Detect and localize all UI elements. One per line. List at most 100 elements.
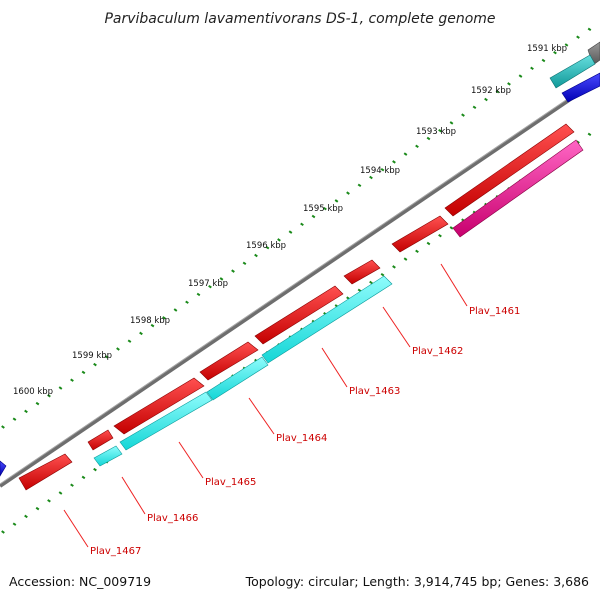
gc-skew-dot	[449, 226, 454, 230]
tick-label: 1592 kbp	[471, 86, 511, 96]
gc-skew-dot	[484, 97, 488, 102]
tick-label: 1595 kbp	[303, 204, 343, 214]
gc-skew-dot	[47, 499, 51, 503]
gc-skew-dot	[265, 245, 270, 250]
gc-skew-dot	[288, 230, 293, 234]
gc-skew-dot	[231, 269, 235, 273]
reverse-strand-track	[0, 54, 600, 477]
map-title: Parvibaculum lavamentivorans DS-1, compl…	[104, 11, 495, 27]
tick-label: 1600 kbp	[13, 387, 53, 397]
gc-skew-dot	[196, 292, 201, 297]
gene-feature-plav-1464	[199, 341, 259, 381]
gene-feature-plav-1462	[343, 259, 381, 285]
gene-labels: Plav_1461 Plav_1462 Plav_1463 Plav_1464 …	[90, 306, 520, 557]
gc-skew-dot	[47, 394, 51, 398]
leader-line	[248, 397, 275, 435]
gc-skew-dot	[35, 506, 40, 511]
gc-skew-dot	[12, 522, 17, 526]
gc-skew-dot	[334, 199, 339, 203]
gc-skew-dot	[24, 514, 28, 519]
gc-skew-dot	[254, 253, 258, 258]
forward-strand-track	[18, 123, 575, 491]
gc-skew-dot	[369, 175, 373, 180]
gc-skew-dot	[208, 284, 212, 289]
gc-skew-dot	[357, 183, 362, 188]
gene-label[interactable]: Plav_1465	[205, 477, 256, 488]
gc-skew-dot	[438, 128, 442, 133]
gc-skew-dot	[415, 249, 419, 254]
gc-skew-dot	[587, 27, 592, 32]
gc-skew-dot	[242, 261, 247, 266]
leader-line	[121, 476, 146, 515]
gc-skew-dot	[369, 280, 373, 285]
gc-skew-dot	[530, 66, 534, 71]
gc-skew-dot	[346, 191, 350, 195]
gc-skew-dot	[357, 288, 362, 293]
gene-label[interactable]: Plav_1463	[349, 386, 400, 397]
gene-label-leaders	[63, 263, 468, 548]
gene-feature-cyan-4	[261, 275, 393, 364]
gc-skew-dot	[1, 425, 5, 429]
gene-label[interactable]: Plav_1464	[276, 433, 327, 444]
gc-skew-dot	[173, 308, 178, 312]
gc-skew-dot	[185, 300, 189, 304]
gc-skew-dot	[553, 50, 557, 55]
gene-feature-cyan-1	[93, 445, 123, 467]
gc-skew-outer-track	[1, 27, 592, 429]
gc-skew-dot	[104, 355, 109, 359]
gc-skew-dot	[116, 347, 120, 351]
gc-skew-dot	[81, 370, 86, 375]
tick-label: 1594 kbp	[360, 166, 400, 176]
leader-line	[440, 263, 468, 307]
genome-backbone	[0, 77, 600, 488]
leader-line	[178, 441, 204, 479]
gc-skew-dot	[1, 530, 5, 534]
gc-skew-dot	[70, 378, 74, 382]
gc-skew-dot	[403, 257, 408, 261]
gc-skew-dot	[472, 105, 477, 110]
gene-feature-plav-1466	[87, 429, 114, 451]
accession-label: Accession: NC_009719	[9, 574, 151, 589]
gc-skew-dot	[24, 409, 28, 414]
gene-label[interactable]: Plav_1461	[469, 306, 520, 317]
gc-skew-dot	[507, 82, 511, 86]
gc-skew-dot	[311, 214, 316, 219]
gc-skew-dot	[58, 491, 63, 495]
tick-label: 1593 kbp	[416, 127, 456, 137]
gene-feature-plav-1465	[113, 377, 205, 435]
leader-line	[63, 509, 89, 548]
gc-skew-dot	[12, 417, 17, 421]
gc-skew-dot	[495, 89, 500, 94]
leader-line	[382, 306, 411, 348]
gc-skew-dot	[58, 386, 63, 390]
gc-skew-dot	[150, 323, 155, 328]
gc-skew-dot	[392, 265, 396, 269]
gene-feature-plav-1460	[444, 123, 575, 217]
gene-feature-blue-right	[561, 72, 600, 103]
gc-skew-dot	[277, 238, 281, 242]
gc-skew-dot	[35, 401, 40, 406]
gene-feature-plav-1461	[391, 215, 449, 253]
leader-line	[321, 347, 348, 388]
gene-feature-teal	[549, 54, 596, 89]
gene-feature-blue-left	[0, 460, 7, 477]
gene-label[interactable]: Plav_1467	[90, 546, 141, 557]
gc-skew-dot	[576, 35, 580, 39]
gc-skew-dot	[541, 58, 546, 63]
gene-label[interactable]: Plav_1462	[412, 346, 463, 357]
tick-label: 1597 kbp	[188, 279, 228, 289]
gene-feature-cyan-3	[206, 356, 269, 401]
gc-skew-dot	[426, 136, 431, 141]
gc-skew-dot	[564, 43, 569, 47]
gc-skew-dot	[93, 467, 97, 472]
gc-skew-dot	[162, 316, 166, 320]
gc-skew-dot	[449, 121, 454, 125]
gene-label[interactable]: Plav_1466	[147, 513, 198, 524]
tick-label: 1596 kbp	[246, 241, 286, 251]
tick-label: 1598 kbp	[130, 316, 170, 326]
gene-feature-cyan-2	[119, 391, 213, 451]
gc-skew-dot	[587, 132, 592, 137]
gc-skew-dot	[70, 483, 74, 487]
gc-skew-dot	[518, 74, 523, 78]
gc-skew-dot	[300, 222, 304, 227]
